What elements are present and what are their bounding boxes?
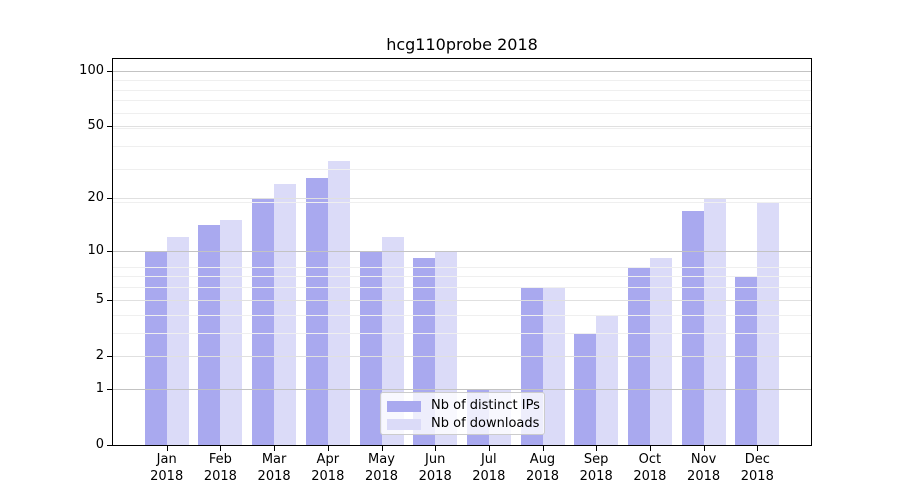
x-tick-mark: [274, 446, 276, 451]
legend-label: Nb of distinct IPs: [431, 398, 540, 413]
gridline-100: [113, 70, 811, 72]
minor-gridline: [113, 332, 811, 334]
bar-distinct-ips-dec: [735, 276, 758, 445]
minor-gridline: [113, 127, 811, 129]
x-tick-label-nov: Nov 2018: [687, 452, 721, 484]
x-tick-mark: [220, 446, 222, 451]
x-tick-mark: [703, 446, 705, 451]
y-tick-mark: [107, 445, 112, 446]
y-tick-mark: [107, 198, 112, 200]
x-tick-mark: [649, 446, 651, 451]
y-tick-mark: [107, 388, 112, 390]
y-tick-label-100: 100: [79, 62, 104, 78]
minor-gridline: [113, 80, 811, 81]
bar-downloads-oct: [649, 258, 672, 445]
x-tick-label-jun: Jun 2018: [418, 452, 452, 484]
gridline-2: [113, 355, 811, 357]
minor-gridline: [113, 276, 811, 278]
y-tick-mark: [107, 355, 112, 357]
x-tick-mark: [381, 446, 383, 451]
y-tick-label-5: 5: [95, 291, 104, 307]
x-tick-mark: [757, 446, 759, 451]
plot-area: Nb of distinct IPs Nb of downloads: [112, 58, 812, 446]
y-tick-label-10: 10: [87, 242, 104, 258]
y-tick-label-1: 1: [95, 380, 104, 396]
minor-gridline: [113, 169, 811, 171]
gridline-50: [113, 126, 811, 128]
x-tick-mark: [596, 446, 598, 451]
x-tick-label-aug: Aug 2018: [525, 452, 560, 484]
bar-downloads-sep: [596, 314, 619, 445]
bar-downloads-apr: [327, 161, 350, 445]
x-tick-label-apr: Apr 2018: [311, 452, 345, 484]
minor-gridline: [113, 266, 811, 268]
minor-gridline: [113, 100, 811, 102]
y-tick-mark: [107, 70, 112, 72]
bar-downloads-jan: [166, 237, 189, 445]
legend: Nb of distinct IPs Nb of downloads: [380, 392, 545, 435]
x-tick-label-dec: Dec 2018: [740, 452, 774, 484]
y-tick-label-50: 50: [87, 118, 104, 134]
legend-swatch-distinct-ips: [387, 400, 421, 412]
minor-gridline: [113, 287, 811, 289]
x-tick-label-jan: Jan 2018: [150, 452, 184, 484]
x-tick-mark: [166, 446, 168, 451]
x-tick-label-feb: Feb 2018: [203, 452, 237, 484]
gridline-5: [113, 299, 811, 301]
legend-row: Nb of distinct IPs: [387, 399, 540, 413]
bar-downloads-nov: [703, 198, 726, 445]
legend-label: Nb of downloads: [431, 416, 540, 431]
y-tick-label-0: 0: [95, 437, 104, 452]
minor-gridline: [113, 202, 811, 203]
x-tick-label-mar: Mar 2018: [257, 452, 291, 484]
legend-swatch-downloads: [387, 418, 421, 430]
gridline-20: [113, 198, 811, 200]
chart-title: hcg110probe 2018: [386, 35, 538, 54]
minor-gridline: [113, 89, 811, 91]
minor-gridline: [113, 314, 811, 316]
x-tick-mark: [542, 446, 544, 451]
bar-distinct-ips-mar: [252, 198, 275, 445]
x-tick-mark: [435, 446, 437, 451]
bar-distinct-ips-feb: [198, 225, 221, 445]
bar-downloads-dec: [757, 202, 780, 445]
x-tick-label-oct: Oct 2018: [633, 452, 667, 484]
x-tick-label-jul: Jul 2018: [472, 452, 506, 484]
y-tick-mark: [107, 250, 112, 252]
x-tick-label-sep: Sep 2018: [579, 452, 613, 484]
bar-distinct-ips-nov: [681, 210, 704, 445]
y-tick-mark: [107, 299, 112, 301]
y-tick-label-2: 2: [95, 347, 104, 363]
legend-row: Nb of downloads: [387, 417, 539, 431]
bar-distinct-ips-jan: [144, 250, 167, 445]
x-tick-mark: [327, 446, 329, 451]
gridline-1: [113, 388, 811, 390]
x-tick-label-may: May 2018: [364, 452, 399, 484]
bar-downloads-aug: [542, 287, 565, 445]
y-tick-mark: [107, 126, 112, 128]
bar-distinct-ips-apr: [305, 177, 328, 445]
bar-downloads-mar: [274, 183, 297, 445]
y-tick-label-20: 20: [87, 190, 104, 206]
x-tick-mark: [488, 446, 490, 451]
bar-distinct-ips-may: [359, 250, 382, 445]
minor-gridline: [113, 112, 811, 114]
minor-gridline: [113, 145, 811, 147]
gridline-10: [113, 250, 811, 252]
